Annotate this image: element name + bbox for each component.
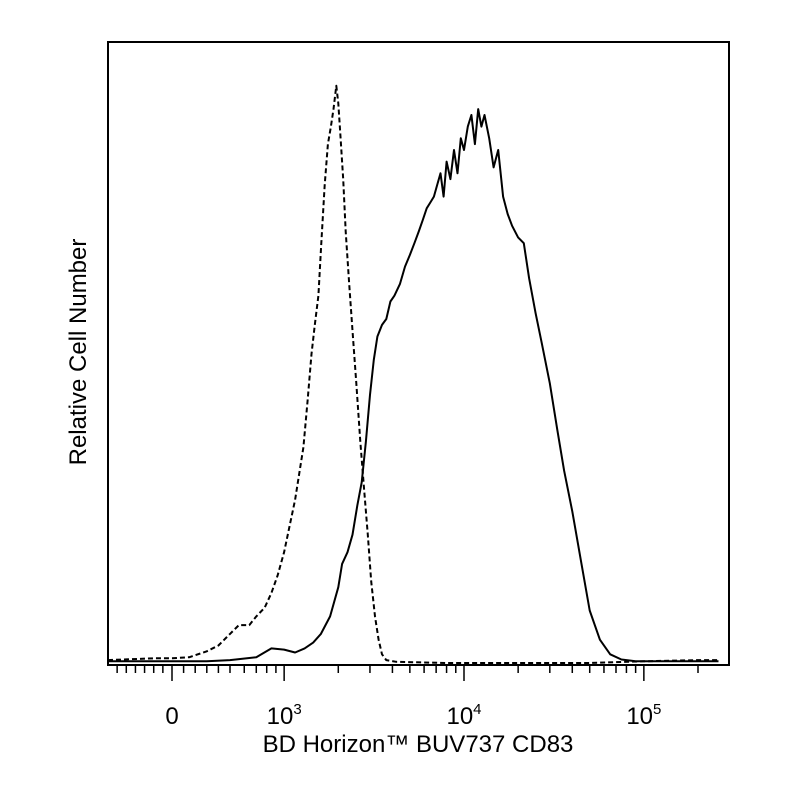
x-axis-ticks: [116, 665, 699, 681]
plot-frame: [107, 41, 730, 666]
x-tick-label: 0: [165, 703, 178, 730]
histogram-series-dashed: [107, 84, 719, 664]
x-tick-label: 105: [626, 701, 661, 730]
histogram-series-solid: [108, 108, 719, 663]
series-layer: [107, 84, 719, 664]
y-axis-title: Relative Cell Number: [65, 239, 92, 466]
x-tick-label: 103: [267, 701, 302, 730]
x-tick-label: 104: [446, 701, 481, 730]
x-axis-tick-labels: 0 103 104 105: [165, 701, 661, 730]
x-axis-title: BD Horizon™ BUV737 CD83: [263, 731, 574, 758]
